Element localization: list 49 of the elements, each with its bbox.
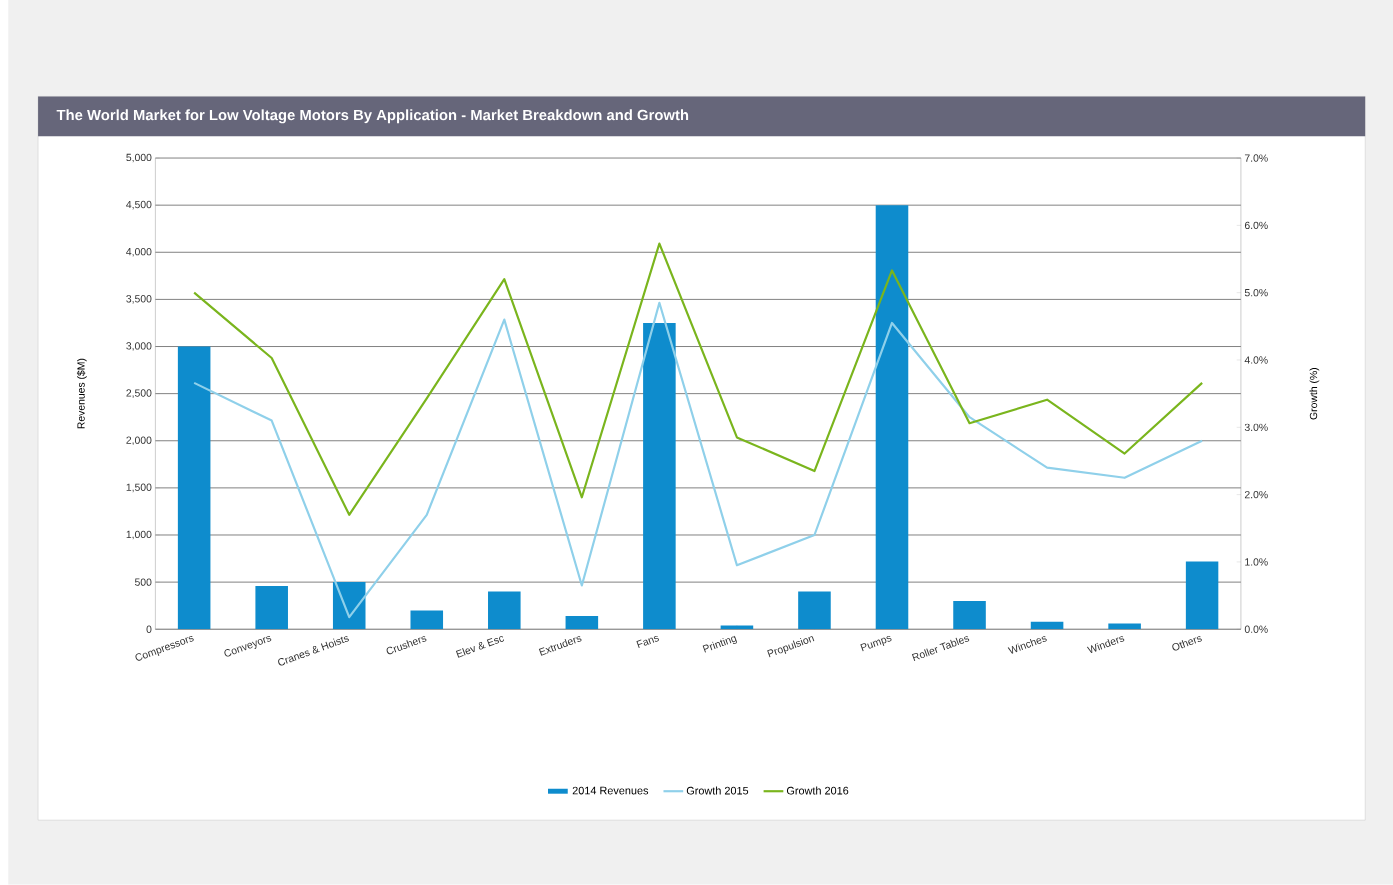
bar bbox=[875, 205, 909, 630]
bar bbox=[255, 586, 288, 630]
x-tick-label: Winders bbox=[1086, 636, 1125, 654]
x-tick-label: Elev & Esc bbox=[455, 636, 505, 658]
bar bbox=[1185, 561, 1219, 630]
y-tick-label: 1,000 bbox=[126, 530, 152, 540]
y2-tick-label: 6.0% bbox=[1244, 221, 1268, 230]
bar bbox=[1030, 621, 1064, 630]
legend-label: Growth 2016 bbox=[786, 786, 849, 795]
bar bbox=[332, 582, 366, 630]
chart-title: The World Market for Low Voltage Motors By Application - Market Breakdown and Growth bbox=[56, 109, 689, 124]
y2-tick-label: 5.0% bbox=[1244, 289, 1268, 297]
y-tick-label: 3,500 bbox=[126, 295, 152, 304]
y-tick-label: 2,500 bbox=[126, 389, 152, 399]
y-tick-label: 4,500 bbox=[126, 201, 152, 210]
bar bbox=[953, 601, 986, 630]
y2-tick-label: 1.0% bbox=[1245, 558, 1268, 566]
bar bbox=[643, 323, 676, 630]
x-tick-label: Fans bbox=[636, 636, 659, 649]
bar bbox=[410, 610, 444, 630]
y2-tick-label: 2.0% bbox=[1244, 491, 1268, 499]
y2-tick-label: 0.0% bbox=[1244, 625, 1268, 634]
bar bbox=[720, 625, 754, 630]
line-series bbox=[193, 242, 1204, 517]
y-tick-label: 500 bbox=[134, 578, 152, 586]
bar bbox=[1108, 623, 1141, 630]
y-tick-label: 5,000 bbox=[126, 153, 152, 163]
y2-tick-label: 3.0% bbox=[1244, 423, 1268, 432]
y2-tick-label: 7.0% bbox=[1244, 154, 1268, 162]
y-axis-title: Revenues ($M) bbox=[76, 358, 87, 429]
bar bbox=[565, 616, 599, 630]
bar bbox=[798, 591, 831, 630]
line-series bbox=[193, 301, 1204, 619]
legend-label: Growth 2015 bbox=[686, 786, 749, 795]
x-tick-label: Cranes & Hoists bbox=[278, 636, 349, 666]
legend-label: 2014 Revenues bbox=[572, 786, 649, 795]
y-tick-label: 4,000 bbox=[126, 248, 152, 257]
y-tick-label: 1,500 bbox=[126, 483, 152, 493]
bar bbox=[177, 346, 211, 630]
y2-axis-title: Growth (%) bbox=[1309, 368, 1320, 420]
y-tick-label: 2,000 bbox=[126, 436, 152, 446]
y2-tick-label: 4.0% bbox=[1244, 356, 1268, 364]
x-tick-label: Pumps bbox=[860, 636, 892, 652]
y-tick-label: 0 bbox=[146, 625, 152, 634]
y-tick-label: 3,000 bbox=[126, 342, 152, 351]
x-tick-label: Printing bbox=[702, 636, 737, 653]
x-tick-label: Others bbox=[1172, 636, 1202, 651]
x-tick-label: Roller Tables bbox=[911, 636, 970, 662]
bar bbox=[488, 591, 521, 630]
